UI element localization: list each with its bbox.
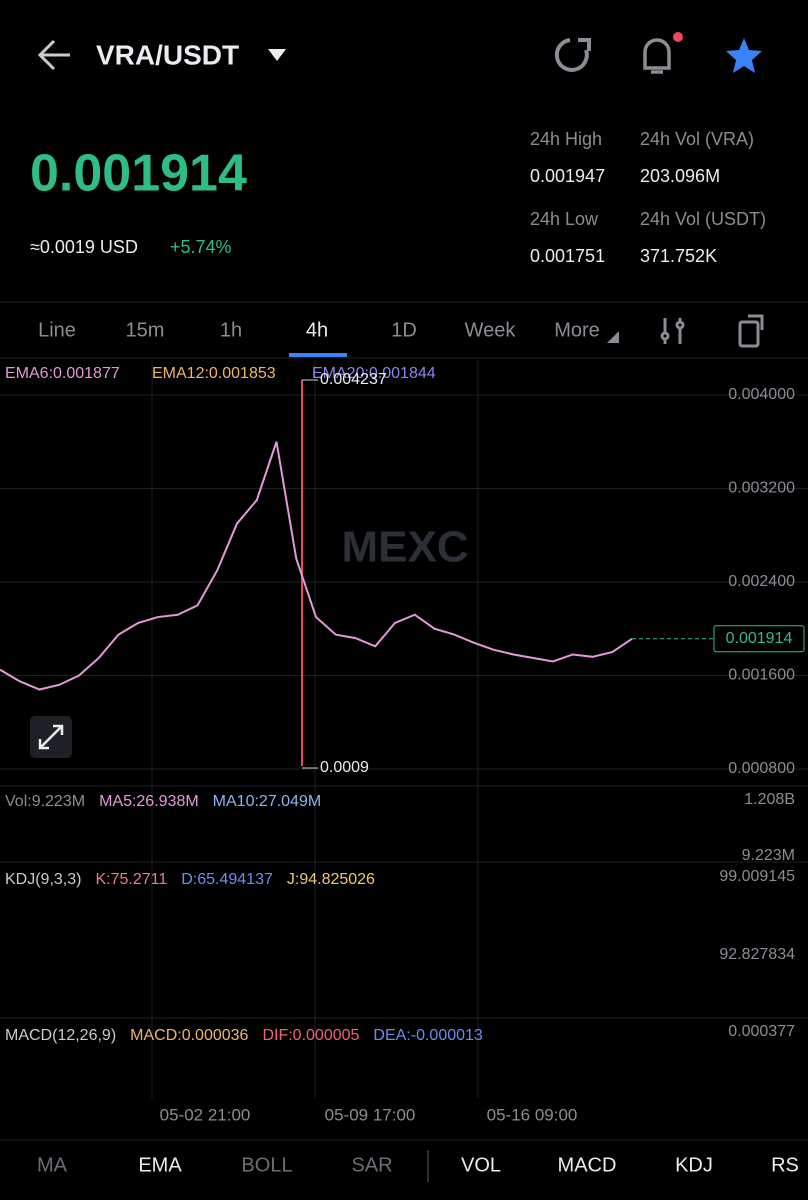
pair-title[interactable]: VRA/USDT — [96, 39, 239, 70]
stat-label: 24h High — [530, 129, 602, 149]
indicator-label: KDJ(9,3,3) — [5, 871, 81, 888]
indicator-tab[interactable]: VOL — [461, 1154, 501, 1176]
rotate-icon[interactable] — [738, 314, 764, 348]
y-tick-label: 0.001600 — [728, 667, 795, 684]
panel-axis-label: 99.009145 — [719, 868, 795, 885]
indicator-label: DIF:0.000005 — [262, 1027, 359, 1044]
indicator-tab[interactable]: BOLL — [241, 1154, 292, 1176]
usd-price: ≈0.0019 USD — [30, 237, 138, 257]
favorite-icon[interactable] — [726, 38, 762, 73]
x-tick-label: 05-09 17:00 — [325, 1105, 416, 1124]
indicator-tab[interactable]: KDJ — [675, 1154, 713, 1176]
panel-axis-label: 92.827834 — [719, 946, 795, 963]
indicator-tab[interactable]: MACD — [558, 1154, 617, 1176]
indicator-label: K:75.2711 — [95, 871, 167, 888]
current-price-label: 0.001914 — [726, 630, 793, 647]
stat-label: 24h Low — [530, 209, 599, 229]
panel-axis-label: 0.000377 — [728, 1023, 795, 1040]
refresh-icon[interactable] — [554, 38, 591, 72]
y-tick-label: 0.000800 — [728, 760, 795, 777]
legend-entry: EMA20:0.001844 — [312, 365, 436, 382]
indicator-tab[interactable]: RS — [771, 1154, 799, 1176]
stat-value: 371.752K — [640, 246, 717, 266]
indicator-label: MACD(12,26,9) — [5, 1027, 116, 1044]
y-tick-label: 0.002400 — [728, 573, 795, 590]
indicator-label: Vol:9.223M — [5, 793, 85, 810]
indicator-tab[interactable]: SAR — [351, 1154, 392, 1176]
back-button[interactable] — [37, 39, 70, 71]
x-tick-label: 05-02 21:00 — [160, 1105, 251, 1124]
timeframe-tab[interactable]: Week — [465, 319, 517, 341]
indicator-label: J:94.825026 — [287, 871, 375, 888]
indicator-label: MA10:27.049M — [213, 793, 322, 810]
legend-entry: EMA6:0.001877 — [5, 365, 120, 382]
panel-axis-label: 9.223M — [742, 847, 795, 864]
expand-button[interactable] — [30, 716, 72, 758]
pair-dropdown[interactable] — [268, 49, 286, 61]
current-price-box — [713, 625, 805, 653]
price-change: +5.74% — [170, 237, 232, 257]
timeframe-tab[interactable]: 1D — [391, 319, 417, 341]
timeframe-tab[interactable]: Line — [38, 319, 76, 341]
high-label: 0.004237 — [320, 371, 387, 388]
alert-icon[interactable] — [643, 32, 683, 74]
low-label: 0.0009 — [320, 759, 369, 776]
settings-icon[interactable] — [660, 318, 685, 344]
panel-axis-label: 1.208B — [744, 791, 795, 808]
indicator-label: MACD:0.000036 — [130, 1027, 248, 1044]
timeframe-tab[interactable]: 4h — [306, 319, 328, 341]
price-line — [0, 441, 633, 691]
tab-underline — [289, 353, 347, 357]
indicator-tab[interactable]: MA — [37, 1154, 68, 1176]
timeframe-tab[interactable]: 1h — [220, 319, 242, 341]
indicator-tab[interactable]: EMA — [138, 1154, 182, 1176]
timeframe-tab[interactable]: More — [554, 319, 600, 341]
legend-entry: EMA12:0.001853 — [152, 365, 276, 382]
y-tick-label: 0.004000 — [728, 386, 795, 403]
indicator-label: D:65.494137 — [181, 871, 273, 888]
indicator-label: MA5:26.938M — [99, 793, 199, 810]
watermark: MEXC — [341, 523, 468, 572]
last-price: 0.001914 — [30, 145, 247, 203]
y-tick-label: 0.003200 — [728, 480, 795, 497]
stat-label: 24h Vol (USDT) — [640, 209, 766, 229]
timeframe-tab[interactable]: 15m — [126, 319, 165, 341]
stat-value: 0.001947 — [530, 166, 605, 186]
x-tick-label: 05-16 09:00 — [487, 1105, 578, 1124]
stat-label: 24h Vol (VRA) — [640, 129, 754, 149]
stat-value: 0.001751 — [530, 246, 605, 266]
indicator-label: DEA:-0.000013 — [373, 1027, 483, 1044]
stat-value: 203.096M — [640, 166, 720, 186]
more-caret — [607, 331, 619, 343]
